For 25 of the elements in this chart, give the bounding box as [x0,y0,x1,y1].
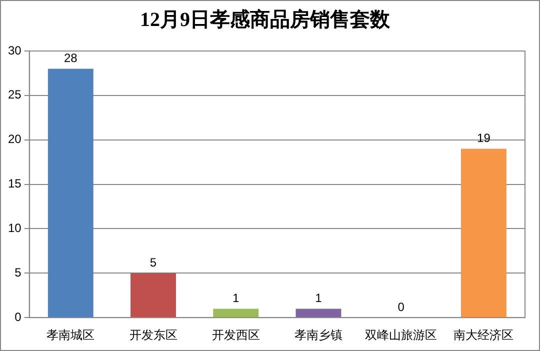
x-tick-label: 开发西区 [212,328,260,342]
x-tick-label: 孝南乡镇 [294,328,342,342]
bar [130,273,176,318]
y-tick-label: 5 [14,265,22,280]
x-tick-label: 南大经济区 [454,328,514,342]
bar [460,148,506,318]
bar [48,68,94,318]
y-tick-label: 30 [8,43,22,58]
y-tick-label: 0 [14,310,22,324]
y-tick-label: 20 [8,132,22,146]
data-label: 19 [477,131,491,146]
bar [213,308,259,318]
x-tick-label: 双峰山旅游区 [365,328,438,342]
data-label: 1 [315,291,322,306]
y-tick-label: 10 [8,221,22,236]
data-label: 0 [398,300,405,314]
chart-title: 12月9日孝感商品房销售套数 [140,8,391,32]
data-label: 5 [150,255,157,270]
x-tick-label: 孝南城区 [46,328,95,342]
data-label: 1 [232,291,240,306]
bar [296,308,342,318]
y-tick-label: 15 [8,176,22,191]
x-tick-label: 开发东区 [129,328,178,342]
y-tick-label: 25 [8,88,22,102]
data-label: 28 [64,51,78,66]
